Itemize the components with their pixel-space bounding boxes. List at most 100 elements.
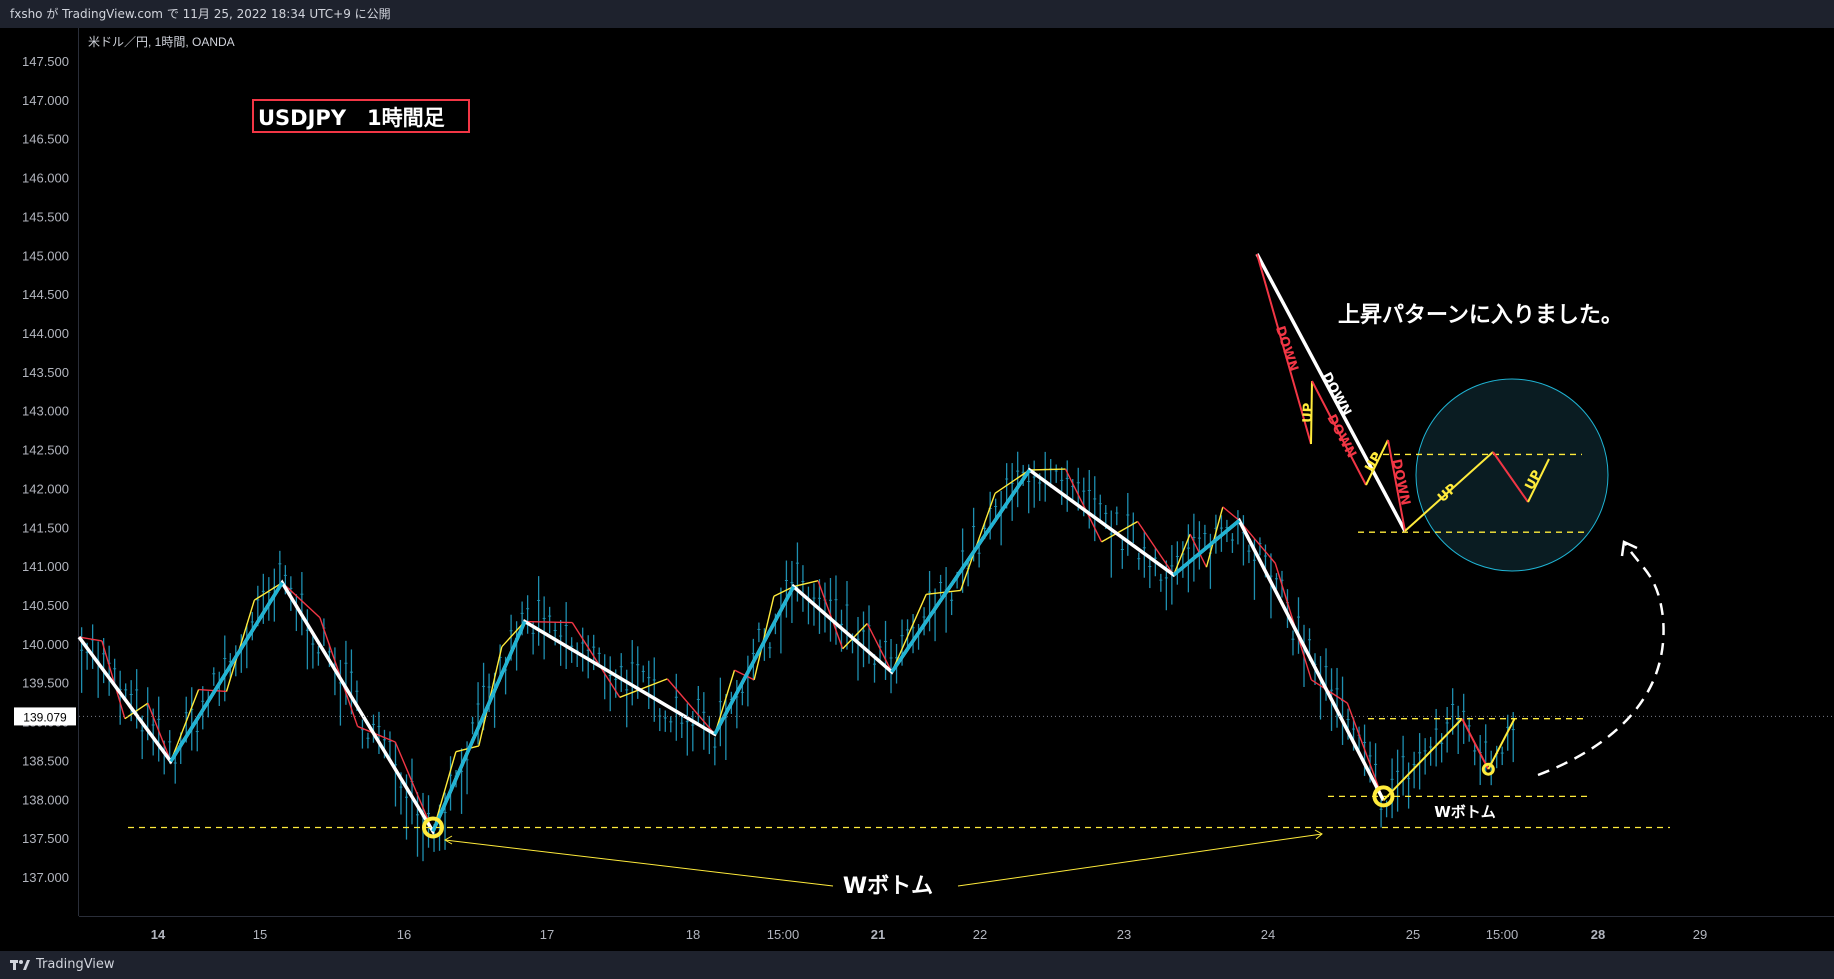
zigzag-minor-segment [198, 688, 227, 693]
footer-bar: TradingView [0, 951, 1834, 979]
recent-zig-segment [1487, 718, 1516, 770]
zigzag-minor-segment [1274, 563, 1313, 681]
price-tick-label: 140.500 [22, 598, 69, 613]
pattern-main-down [1255, 253, 1407, 532]
arrowhead-left [443, 835, 453, 845]
w-bottom-label: Wボトム [843, 874, 933, 899]
zigzag-minor-segment [773, 585, 794, 597]
time-tick-label: 18 [686, 927, 700, 942]
tradingview-logo-icon [10, 959, 30, 971]
w-bottom-marker-right [1372, 785, 1395, 808]
zigzag-minor-segment [1238, 520, 1276, 564]
publish-text: fxsho が TradingView.com で 11月 25, 2022 1… [10, 7, 391, 21]
price-tick-label: 146.000 [22, 171, 69, 186]
time-tick-label: 15:00 [1486, 927, 1519, 942]
time-tick-label: 25 [1406, 927, 1420, 942]
swing-line-cyan [169, 581, 284, 763]
time-tick-label: 23 [1117, 927, 1131, 942]
price-tick-label: 137.500 [22, 831, 69, 846]
zigzag-minor-segment [994, 469, 1030, 494]
small-w-bottom-label: Wボトム [1434, 803, 1496, 821]
tradingview-brand-text: TradingView [36, 957, 115, 972]
chart-title-box [252, 99, 470, 133]
forecast-dashed-arrow [1537, 542, 1665, 777]
zigzag-minor-segment [394, 741, 434, 832]
current-price-badge [14, 707, 76, 726]
time-tick-label: 28 [1591, 927, 1605, 942]
swing-line-cyan [1172, 519, 1241, 577]
zigzag-minor-segment [1346, 702, 1385, 801]
zigzag-minor-segment [753, 596, 775, 680]
zigzag-minor-segment [959, 493, 996, 591]
zigzag-minor-segment [124, 702, 149, 720]
pattern-down-1 [1256, 253, 1312, 445]
zigzag-minor-segment [147, 702, 172, 762]
zigzag-minor-segment [1189, 533, 1208, 568]
pattern-up-2 [1365, 439, 1389, 486]
price-tick-label: 145.500 [22, 209, 69, 224]
uptrend-note: 上昇パターンに入りました。 [1338, 303, 1623, 328]
zigzag-minor-segment [501, 621, 526, 648]
chart-title: USDJPY 1時間足 [258, 106, 445, 130]
price-tick-label: 142.000 [22, 481, 69, 496]
w-bottom-marker-left [421, 816, 444, 839]
swing-line-cyan [431, 620, 527, 833]
zigzag-minor-segment [78, 636, 103, 642]
pattern-down-2 [1311, 380, 1367, 486]
zigzag-minor-segment [170, 689, 200, 762]
recent-zig-segment [1461, 718, 1490, 770]
zigzag-minor-segment [1310, 679, 1348, 704]
zigzag-minor-segment [319, 617, 359, 727]
zigzag-minor-segment [866, 623, 893, 673]
price-tick-label: 146.500 [22, 132, 69, 147]
recent-zig-segment [1382, 717, 1463, 801]
zigzag-minor-segment [842, 622, 868, 650]
arrowhead-right [1314, 829, 1323, 840]
price-tick-label: 144.000 [22, 326, 69, 341]
zigzag-minor-segment [714, 669, 736, 735]
pattern-down-4 [1492, 451, 1529, 503]
price-tick-label: 141.000 [22, 559, 69, 574]
zigzag-minor-segment [817, 580, 844, 649]
swing-line-cyan [890, 469, 1031, 674]
tradingview-brand[interactable]: TradingView [10, 951, 115, 979]
time-tick-label: 29 [1693, 927, 1707, 942]
price-tick-label: 141.500 [22, 520, 69, 535]
price-tick-label: 144.500 [22, 287, 69, 302]
price-tick-label: 143.500 [22, 365, 69, 380]
zigzag-minor-segment [281, 582, 321, 619]
price-chart[interactable]: 147.500 147.000 146.500 146.000 145.500 145.0… [0, 28, 1834, 951]
price-tick-label: 143.000 [22, 404, 69, 419]
publish-header: fxsho が TradingView.com で 11月 25, 2022 1… [0, 0, 1834, 28]
zigzag-minor-segment [1029, 468, 1066, 471]
price-tick-label: 142.500 [22, 443, 69, 458]
zigzag-minor-segment [225, 599, 256, 692]
time-tick-label: 14 [151, 927, 166, 942]
zigzag-minor-segment [619, 678, 668, 698]
zigzag-minor-segment [1137, 521, 1175, 576]
pattern-up-1 [1310, 380, 1313, 445]
zigzag-minor-segment [1064, 468, 1103, 543]
price-tick-label: 138.500 [22, 753, 69, 768]
price-tick-label: 139.500 [22, 676, 69, 691]
zigzag-minor-segment [101, 640, 126, 719]
pattern-up-3 [1404, 451, 1494, 532]
pattern-down-3 [1387, 439, 1406, 532]
price-tick-label: 145.000 [22, 248, 69, 263]
zigzag-minor-segment [253, 582, 283, 601]
zigzag-minor-segment [734, 669, 755, 681]
zigzag-minor-segment [891, 594, 927, 673]
time-tick-label: 15:00 [767, 927, 800, 942]
zigzag-minor-segment [524, 620, 573, 624]
pattern-circle [1415, 378, 1609, 572]
zigzag-minor-segment [1205, 506, 1224, 568]
time-tick-label: 22 [973, 927, 987, 942]
pattern-up-label: UP [1301, 403, 1317, 424]
chart-symbol: 米ドル／円, 1時間, OANDA [88, 35, 235, 49]
zigzag-minor-segment [1101, 520, 1138, 543]
forecast-arrowhead [1620, 540, 1638, 557]
price-tick-label: 147.000 [22, 93, 69, 108]
w-bottom-arrow-right [957, 833, 1323, 887]
current-price-label: 139.079 [23, 710, 67, 724]
price-tick-label: 147.500 [22, 54, 69, 69]
